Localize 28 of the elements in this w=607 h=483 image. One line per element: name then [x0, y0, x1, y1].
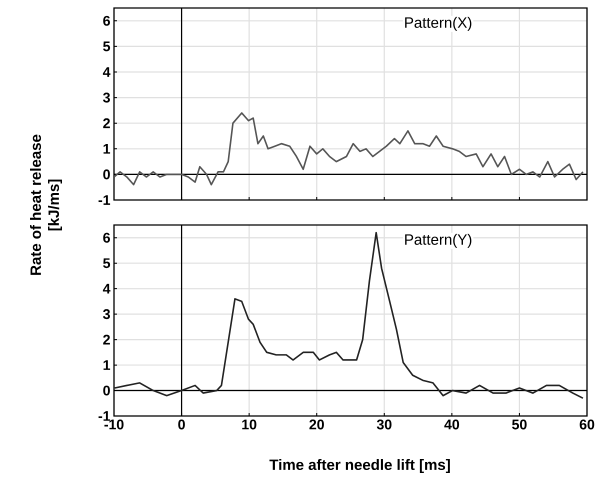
y-tick-label: 3 — [103, 92, 110, 103]
x-tick-label: 60 — [580, 420, 594, 430]
y-tick-label: 6 — [103, 232, 110, 243]
y-tick-label: 4 — [102, 67, 110, 77]
y-tick-label: 1 — [104, 360, 110, 370]
x-tick-label: 10 — [242, 420, 256, 430]
x-tick-label: 0 — [178, 420, 185, 430]
y-tick-label: 2 — [103, 118, 110, 128]
x-tick-label: 40 — [444, 420, 460, 430]
y-tick-label: 4 — [102, 284, 110, 294]
y-tick-label: 5 — [103, 258, 110, 268]
y-tick-label: 2 — [103, 334, 110, 344]
y-tick-label: 5 — [103, 42, 110, 52]
y-tick-label: -1 — [98, 195, 110, 205]
x-tick-label: 20 — [309, 420, 324, 430]
y-tick-label: -1 — [98, 411, 110, 421]
x-tick-label: -10 — [104, 420, 124, 430]
x-tick-label: 30 — [376, 420, 392, 430]
annotation: Pattern(Y) — [405, 234, 472, 248]
x-axis-title: Time after needle lift [ms] — [269, 459, 450, 473]
y-tick-label: 0 — [103, 169, 110, 180]
y-tick-label: 6 — [103, 16, 110, 26]
y-tick-label: 0 — [103, 386, 110, 396]
y-axis-title: Rate of heat release [kJ/ms] — [30, 134, 62, 275]
x-tick-label: 50 — [512, 420, 527, 430]
y-tick-label: 1 — [104, 144, 110, 154]
y-tick-label: 3 — [103, 309, 110, 320]
annotation: Pattern(X) — [405, 16, 472, 31]
